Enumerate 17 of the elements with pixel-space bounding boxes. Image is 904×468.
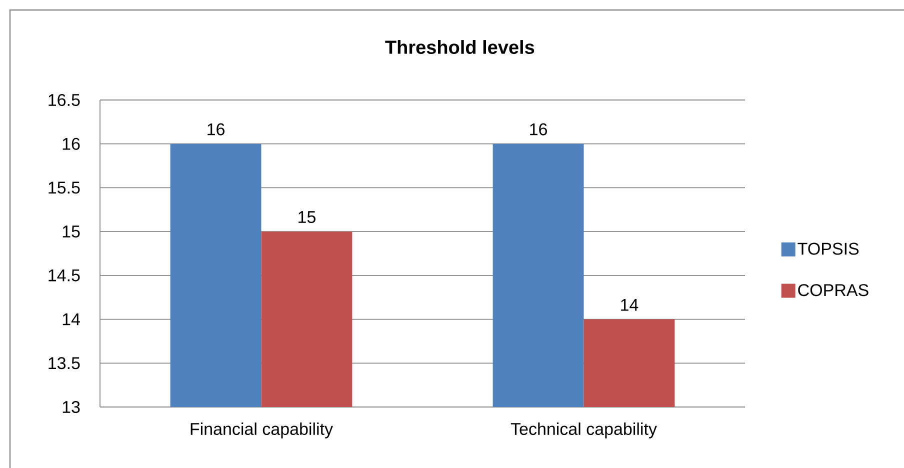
legend-label: TOPSIS bbox=[798, 242, 859, 255]
y-tick-label: 16 bbox=[62, 138, 80, 150]
x-tick-label: Financial capability bbox=[190, 422, 333, 438]
y-tick-label: 14 bbox=[62, 313, 80, 326]
y-tick-label: 15 bbox=[62, 226, 80, 238]
chart-title: Threshold levels bbox=[385, 40, 534, 54]
y-tick-label: 13.5 bbox=[48, 357, 80, 370]
data-label: 16 bbox=[208, 123, 224, 136]
data-label: 15 bbox=[298, 211, 316, 224]
data-label: 16 bbox=[530, 123, 547, 136]
data-label: 14 bbox=[621, 299, 638, 311]
y-tick-label: 15.5 bbox=[48, 182, 80, 194]
y-tick-label: 13 bbox=[62, 400, 80, 414]
legend-label: COPRAS bbox=[798, 284, 868, 296]
x-tick-label: Technical capability bbox=[510, 422, 657, 438]
y-tick-label: 16.5 bbox=[48, 94, 80, 106]
y-tick-label: 14.5 bbox=[48, 269, 80, 282]
